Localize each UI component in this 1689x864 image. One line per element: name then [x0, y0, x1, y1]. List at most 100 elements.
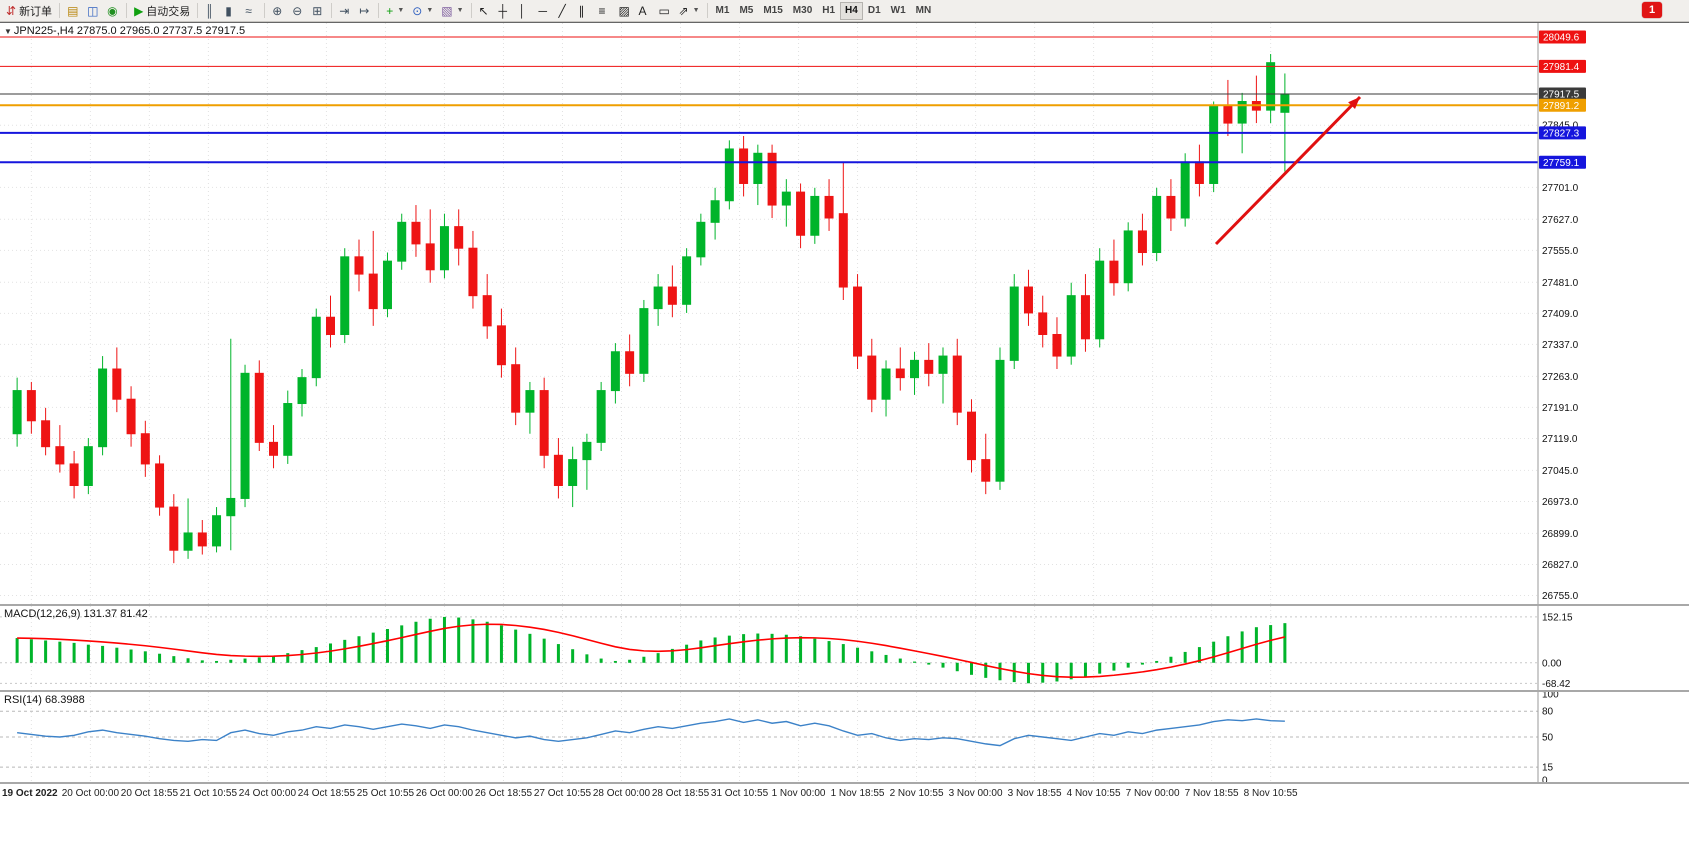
price-label-text: 27891.2	[1543, 101, 1580, 112]
candle-body	[910, 359, 920, 379]
fibonacci-button[interactable]: ≡	[595, 1, 615, 20]
templates-button[interactable]: ▧ ▼	[437, 1, 467, 20]
macd-bar	[58, 641, 62, 663]
zoom-out-icon: ⊖	[292, 3, 303, 18]
text-button[interactable]: A	[635, 1, 655, 20]
price-label-text: 27981.4	[1543, 62, 1580, 73]
zoom-out-button[interactable]: ⊖	[288, 1, 308, 20]
price-label-box	[1539, 98, 1586, 112]
candle-body	[240, 372, 250, 499]
toolbar-separator	[706, 3, 708, 18]
crosshair-button[interactable]: ┼	[495, 1, 515, 20]
navigator-button[interactable]: ◉	[103, 1, 123, 20]
candlestick-chart[interactable]: 27845.0 27701.0 27627.0 27555.0 27481.0 27409…	[0, 23, 1689, 605]
time-label: 26 Oct 00:00	[415, 788, 474, 799]
bar-chart-button[interactable]: ║	[201, 1, 221, 20]
candle-body	[1152, 195, 1162, 254]
macd-bar	[870, 651, 874, 663]
macd-bar	[385, 629, 389, 663]
line-chart-button[interactable]: ≈	[241, 1, 261, 20]
timeframe-h1[interactable]: H1	[817, 2, 840, 20]
candlestick-chart-button[interactable]: ▮	[221, 1, 241, 20]
candle-body	[254, 372, 264, 443]
macd-bar	[585, 654, 589, 663]
price-label-box	[1539, 87, 1586, 101]
cursor-button[interactable]: ↖	[475, 1, 495, 20]
macd-bar	[670, 648, 674, 663]
notification-badge[interactable]: 1	[1642, 2, 1662, 18]
candles	[12, 54, 1290, 564]
macd-bar	[685, 644, 689, 663]
candle-body	[126, 398, 136, 435]
rsi-chart[interactable]: 100 80 50 15 0	[0, 692, 1689, 782]
horizontal-line-button[interactable]: ─	[535, 1, 555, 20]
equidistant-channel-button[interactable]: ∥	[575, 1, 595, 20]
candle-body	[1237, 101, 1247, 124]
trend-arrow-annotation[interactable]	[1214, 95, 1362, 246]
toolbar-separator	[378, 3, 380, 18]
macd-bar	[115, 647, 119, 663]
tile-windows-button[interactable]: ⊞	[308, 1, 328, 20]
autotrade-button[interactable]: ▶ 自动交易	[130, 1, 194, 20]
candle-body	[824, 195, 834, 219]
toolbar-separator	[126, 3, 128, 18]
timeframe-m30[interactable]: M30	[788, 2, 817, 20]
trendline-button[interactable]: ╱	[555, 1, 575, 20]
timeframe-w1[interactable]: W1	[886, 2, 911, 20]
periods-button[interactable]: ⊙ ▼	[408, 1, 437, 20]
timeframe-h4[interactable]: H4	[840, 1, 863, 20]
timeframe-buttons: M1 M5 M15 M30 H1 H4 D1 W1 MN	[711, 1, 937, 20]
time-label: 1 Nov 18:55	[830, 788, 885, 799]
timeframe-d1[interactable]: D1	[863, 2, 886, 20]
new-order-button[interactable]: ⇵ 新订单	[2, 1, 56, 20]
data-window-button[interactable]: ◫	[83, 1, 103, 20]
text-icon: A	[638, 3, 647, 18]
vertical-line-button[interactable]: │	[515, 1, 535, 20]
candle-body	[212, 515, 222, 547]
shapes-button[interactable]: ▨	[615, 1, 635, 20]
toolbar: ⇵ 新订单 ▤ ◫ ◉ ▶ 自动交易 ║ ▮ ≈ ⊕ ⊖ ⊞ ⇥ ↦ + ▼ ⊙ ▼ ▧ ▼ ↖ ┼ │ ─ ╱ ∥ ≡ ▨ A ▭ ⇗ ▼ M…	[0, 0, 1689, 22]
macd-histogram	[15, 616, 1287, 684]
time-label: 21 Oct 10:55	[179, 788, 238, 799]
trendline-icon: ╱	[558, 3, 566, 18]
timeframe-m5[interactable]: M5	[734, 2, 758, 20]
candle-body	[1095, 260, 1105, 340]
macd-bar	[856, 647, 860, 663]
timeframe-mn[interactable]: MN	[911, 2, 937, 20]
macd-panel[interactable]: MACD(12,26,9) 131.37 81.42 152.15 0.00 -68…	[0, 604, 1689, 690]
chart-shift-button[interactable]: ↦	[355, 1, 375, 20]
macd-bar	[371, 632, 375, 663]
arrows-button[interactable]: ⇗ ▼	[675, 1, 704, 20]
macd-chart[interactable]: 152.15 0.00 -68.42	[0, 606, 1689, 690]
time-label: 25 Oct 10:55	[356, 788, 415, 799]
price-label-text: 27827.3	[1543, 128, 1580, 139]
candle-body	[625, 351, 635, 374]
candlestick-chart-icon: ▮	[225, 3, 232, 18]
candle-body	[1123, 230, 1133, 284]
macd-bar	[343, 639, 347, 663]
candle-body	[511, 364, 521, 413]
macd-bar	[1055, 662, 1059, 682]
candle-body	[1052, 333, 1062, 357]
indicators-button[interactable]: + ▼	[382, 1, 408, 20]
rsi-panel[interactable]: RSI(14) 68.3988 100 80 50 15 0	[0, 690, 1689, 782]
profiles-button[interactable]: ▤	[63, 1, 83, 20]
macd-bar	[44, 640, 48, 663]
equidistant-channel-icon: ∥	[578, 3, 585, 18]
auto-scroll-button[interactable]: ⇥	[335, 1, 355, 20]
timeframe-m1[interactable]: M1	[711, 2, 735, 20]
candle-body	[753, 152, 763, 184]
timeframe-m15[interactable]: M15	[758, 2, 787, 20]
macd-bar	[158, 653, 162, 663]
macd-bar	[913, 661, 917, 663]
collapse-icon[interactable]: ▼	[4, 27, 12, 36]
macd-bar	[514, 629, 518, 663]
price-chart-panel[interactable]: ▼ JPN225-,H4 27875.0 27965.0 27737.5 2791…	[0, 22, 1689, 605]
rsi-axis-label: 100	[1542, 692, 1559, 701]
candle-body	[1137, 230, 1147, 254]
text-label-icon: ▭	[658, 3, 670, 18]
candle-body	[867, 355, 877, 400]
time-axis[interactable]: 19 Oct 2022 20 Oct 00:00 20 Oct 18:55 21 Oc…	[0, 782, 1689, 802]
zoom-in-button[interactable]: ⊕	[268, 1, 288, 20]
text-label-button[interactable]: ▭	[655, 1, 675, 20]
